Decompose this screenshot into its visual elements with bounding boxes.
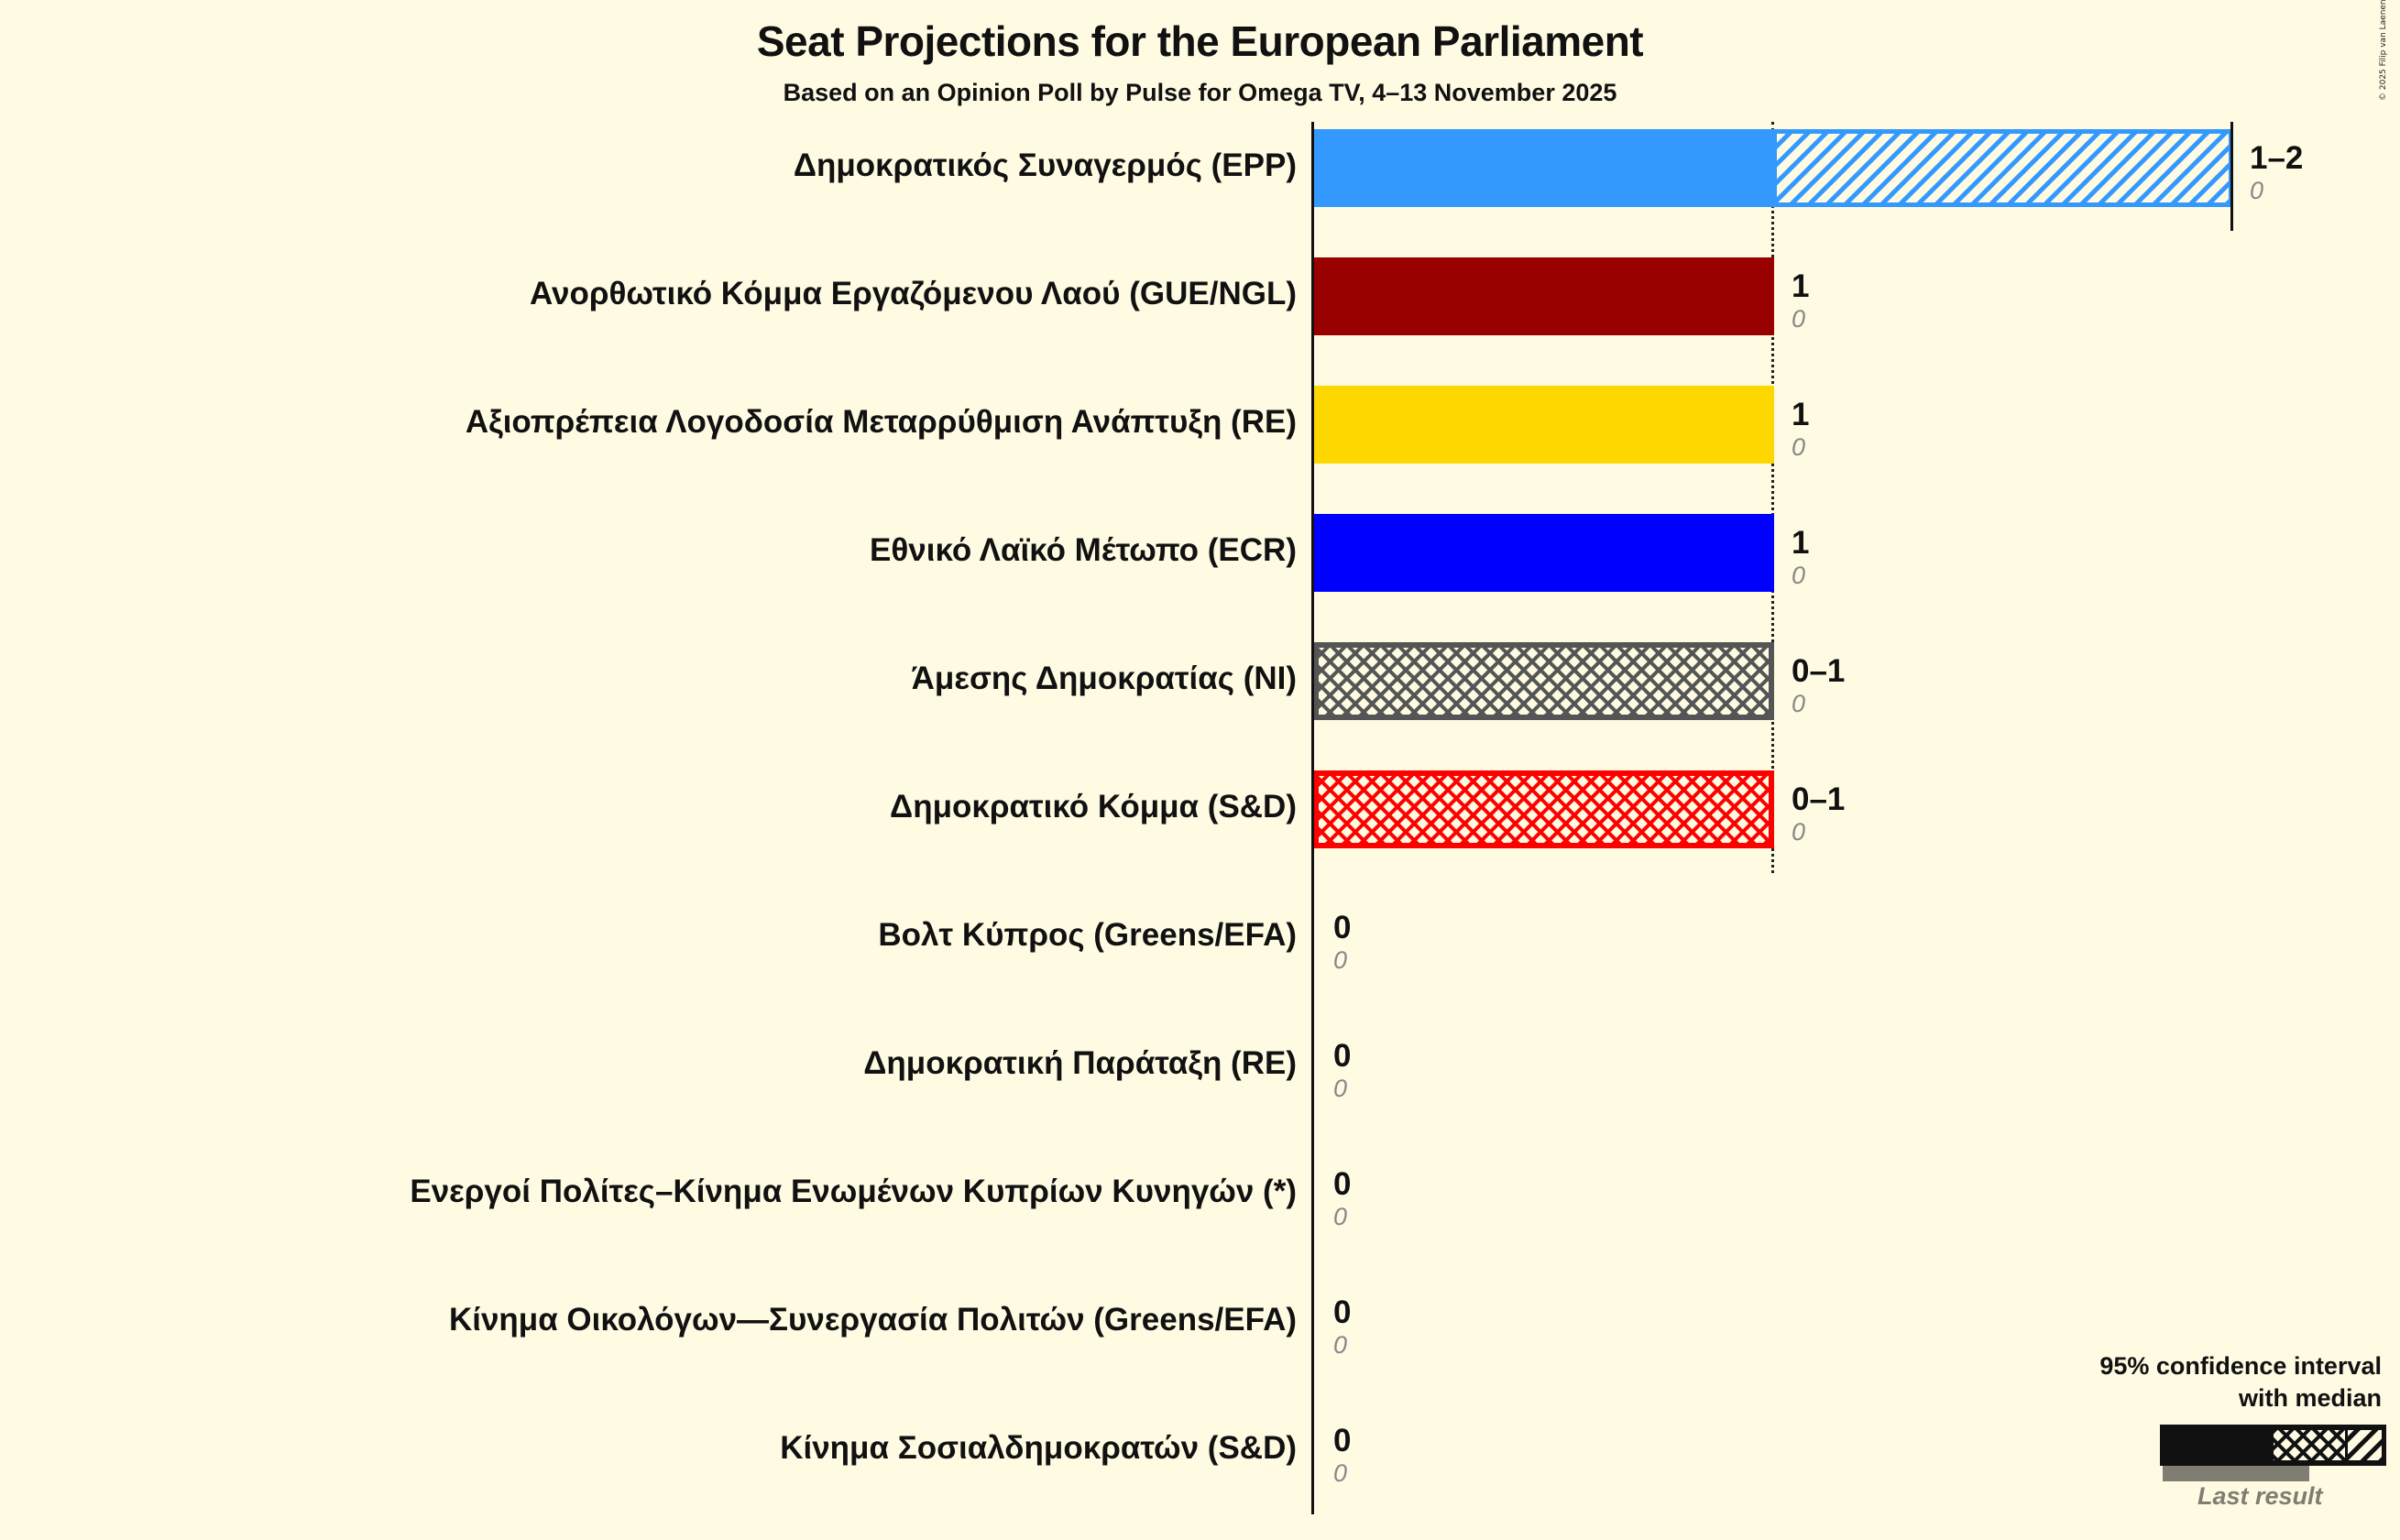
last-result: 0 xyxy=(1792,305,1806,333)
last-result: 0 xyxy=(2250,177,2264,204)
seat-range: 1 xyxy=(1792,397,1810,432)
seat-range: 0 xyxy=(1333,1423,1352,1458)
party-label: Αξιοπρέπεια Λογοδοσία Μεταρρύθμιση Ανάπτ… xyxy=(465,404,1297,440)
chart-title: Seat Projections for the European Parlia… xyxy=(756,17,1644,65)
party-label: Εθνικό Λαϊκό Μέτωπο (ECR) xyxy=(870,532,1297,568)
party-label: Βολτ Κύπρος (Greens/EFA) xyxy=(878,917,1297,953)
seat-range: 0 xyxy=(1333,1038,1352,1074)
legend-title: 95% confidence interval with median xyxy=(2099,1350,2382,1414)
copyright-note: © 2025 Filip van Laenen xyxy=(2379,0,2388,101)
seat-range: 0 xyxy=(1333,1166,1352,1202)
range-end-tick xyxy=(2230,122,2233,231)
chart-row-oikologoi: Κίνημα Οικολόγων—Συνεργασία Πολιτών (Gre… xyxy=(0,1283,2400,1412)
bar-ci-lower xyxy=(1313,770,1774,848)
legend-last-result-bar xyxy=(2163,1466,2309,1481)
last-result: 0 xyxy=(1792,562,1806,589)
party-label: Κίνημα Οικολόγων—Συνεργασία Πολιτών (Gre… xyxy=(448,1302,1297,1338)
party-label: Δημοκρατική Παράταξη (RE) xyxy=(863,1045,1297,1081)
party-label: Κίνημα Σοσιαλδημοκρατών (S&D) xyxy=(780,1430,1297,1466)
bar-solid xyxy=(1313,514,1774,592)
last-result: 0 xyxy=(1333,1459,1348,1487)
bar-ci-lower xyxy=(1313,642,1774,720)
last-result: 0 xyxy=(1792,433,1806,461)
chart-row-volt: Βολτ Κύπρος (Greens/EFA) 0 0 xyxy=(0,899,2400,1027)
seat-range: 1 xyxy=(1792,268,1810,304)
zero-axis-line xyxy=(1311,122,1314,1514)
chart-row-alma: Αξιοπρέπεια Λογοδοσία Μεταρρύθμιση Ανάπτ… xyxy=(0,386,2400,514)
bar-solid xyxy=(1313,386,1774,464)
seat-range: 1–2 xyxy=(2250,140,2304,176)
legend-title-line1: 95% confidence interval xyxy=(2099,1352,2382,1380)
chart-row-ni: Άμεσης Δημοκρατίας (NI) 0–1 0 xyxy=(0,642,2400,770)
chart-subtitle: Based on an Opinion Poll by Pulse for Om… xyxy=(783,79,1617,106)
bar-solid xyxy=(1313,257,1774,335)
seat-range: 0–1 xyxy=(1792,781,1846,817)
legend-last-result-label: Last result xyxy=(2197,1482,2323,1510)
party-label: Δημοκρατικό Κόμμα (S&D) xyxy=(890,789,1297,825)
median-guide-line xyxy=(1771,122,1774,873)
seat-range: 0 xyxy=(1333,910,1352,945)
chart-row-epp: Δημοκρατικός Συναγερμός (EPP) 1–2 0 xyxy=(0,122,2400,257)
seat-range: 1 xyxy=(1792,525,1810,561)
legend-title-line2: with median xyxy=(2238,1384,2382,1412)
chart-row-dipa: Δημοκρατική Παράταξη (RE) 0 0 xyxy=(0,1027,2400,1155)
last-result: 0 xyxy=(1333,1331,1348,1359)
party-label: Άμεσης Δημοκρατίας (NI) xyxy=(911,661,1297,696)
seat-range: 0–1 xyxy=(1792,653,1846,689)
party-label: Ενεργοί Πολίτες–Κίνημα Ενωμένων Κυπρίων … xyxy=(410,1174,1297,1209)
last-result: 0 xyxy=(1333,946,1348,974)
chart-row-energoi-polites: Ενεργοί Πολίτες–Κίνημα Ενωμένων Κυπρίων … xyxy=(0,1155,2400,1283)
party-label: Ανορθωτικό Κόμμα Εργαζόμενου Λαού (GUE/N… xyxy=(530,276,1297,311)
last-result: 0 xyxy=(1333,1075,1348,1102)
chart-row-gue-ngl: Ανορθωτικό Κόμμα Εργαζόμενου Λαού (GUE/N… xyxy=(0,257,2400,386)
last-result: 0 xyxy=(1792,818,1806,846)
legend-ci-bar xyxy=(2160,1425,2386,1466)
last-result: 0 xyxy=(1792,690,1806,717)
chart-row-edek: Κίνημα Σοσιαλδημοκρατών (S&D) 0 0 xyxy=(0,1412,2400,1540)
bar-ci-upper xyxy=(1772,129,2233,207)
bar-solid xyxy=(1313,129,1773,207)
seat-range: 0 xyxy=(1333,1294,1352,1330)
chart-row-diko: Δημοκρατικό Κόμμα (S&D) 0–1 0 xyxy=(0,770,2400,899)
chart-row-ecr: Εθνικό Λαϊκό Μέτωπο (ECR) 1 0 xyxy=(0,514,2400,642)
last-result: 0 xyxy=(1333,1203,1348,1230)
party-label: Δημοκρατικός Συναγερμός (EPP) xyxy=(793,147,1297,183)
